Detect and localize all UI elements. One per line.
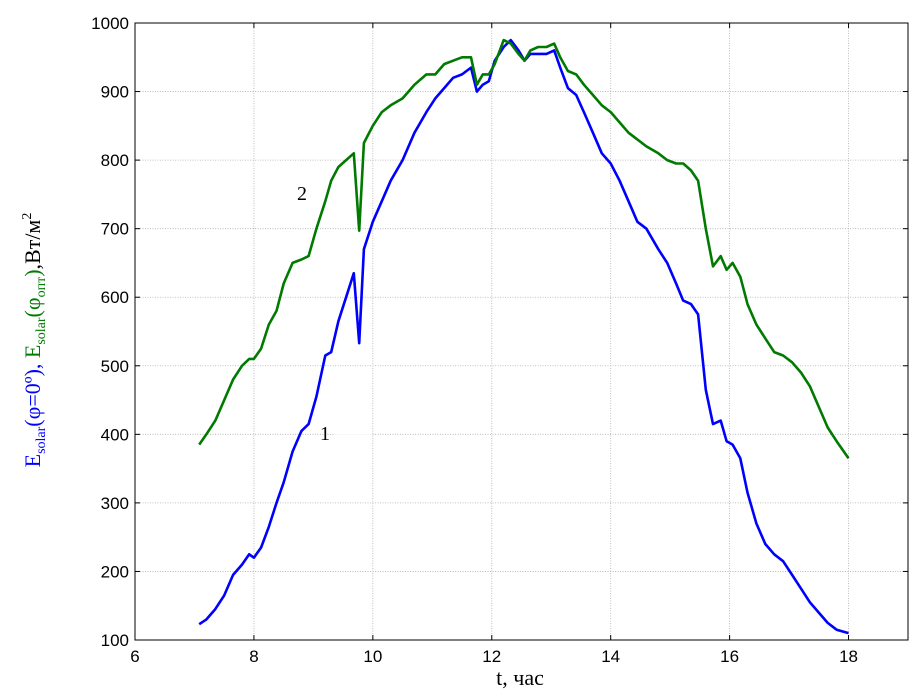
x-tick-label: 8 bbox=[249, 647, 258, 666]
x-tick-labels: 6 8 10 12 14 16 18 bbox=[130, 647, 858, 666]
y-label-part1-rest: (φ=0º), bbox=[20, 358, 45, 427]
y-label-part2-sub2: опт bbox=[34, 277, 49, 298]
x-tick-label: 6 bbox=[130, 647, 139, 666]
x-tick-label: 14 bbox=[601, 647, 620, 666]
curve-labels: 12 bbox=[297, 183, 372, 445]
series-line-1 bbox=[198, 38, 849, 635]
plot-frame bbox=[134, 22, 909, 641]
y-tick-label: 800 bbox=[101, 151, 129, 170]
x-axis-label: t, час bbox=[496, 665, 544, 690]
y-tick-label: 1000 bbox=[91, 14, 129, 33]
y-label-part2-sub: solar bbox=[34, 317, 49, 345]
y-tick-label: 500 bbox=[101, 357, 129, 376]
y-label-part2: E bbox=[20, 345, 45, 358]
curve-label-1: 1 bbox=[320, 423, 330, 445]
y-tick-label: 300 bbox=[101, 494, 129, 513]
x-tick-label: 10 bbox=[363, 647, 382, 666]
y-tick-label: 100 bbox=[101, 631, 129, 650]
y-tick-label: 200 bbox=[101, 562, 129, 581]
y-label-part3-sup: 2 bbox=[20, 213, 35, 220]
y-axis-label: Esolar(φ=0º), Esolar(φопт),Вт/м2 bbox=[20, 213, 49, 468]
y-tick-label: 400 bbox=[101, 425, 129, 444]
series-line-2 bbox=[198, 38, 850, 460]
x-tick-label: 12 bbox=[482, 647, 501, 666]
y-label-part2-end: ) bbox=[20, 269, 45, 276]
y-label-part2-rest: (φ bbox=[20, 297, 45, 317]
y-tick-label: 700 bbox=[101, 220, 129, 239]
curve-label-2: 2 bbox=[297, 183, 307, 205]
y-label-part3: ,Вт/м bbox=[20, 220, 45, 270]
y-label-part1: E bbox=[20, 454, 45, 467]
y-tick-label: 900 bbox=[101, 83, 129, 102]
grid bbox=[134, 22, 908, 641]
y-tick-label: 600 bbox=[101, 288, 129, 307]
x-tick-label: 18 bbox=[839, 647, 858, 666]
y-tick-labels: 100 200 300 400 500 600 700 800 900 1000 bbox=[91, 14, 129, 650]
x-tick-label: 16 bbox=[720, 647, 739, 666]
y-label-part1-sub: solar bbox=[34, 426, 49, 454]
series-lines bbox=[198, 38, 850, 635]
